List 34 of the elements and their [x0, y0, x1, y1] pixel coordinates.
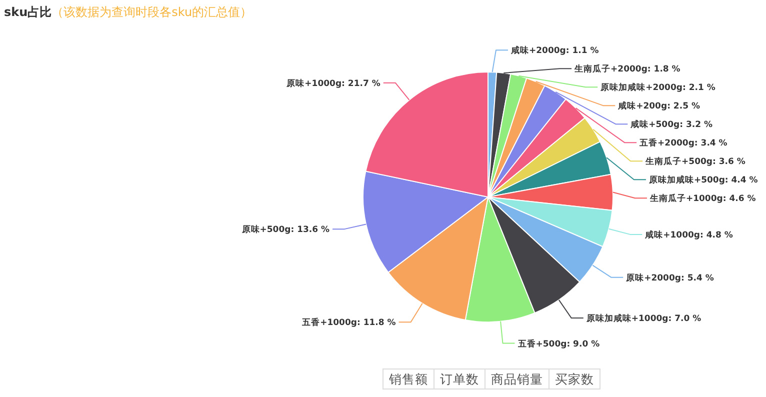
value-label: : 5.4 %	[681, 273, 714, 284]
value-label: : 2.1 %	[682, 83, 716, 94]
buttons: 销售额 订单数 商品销量 买家数	[382, 368, 600, 390]
category-label: 五香+500g	[518, 339, 567, 350]
category-label: 咸味+200g	[618, 102, 668, 112]
value-label: : 13.6 %	[290, 225, 330, 236]
category-label: 生南瓜子+500g	[646, 157, 712, 168]
value-label: : 4.4 %	[724, 176, 758, 186]
value-label: : 1.1 %	[566, 46, 599, 56]
category-label: 生南瓜子+2000g	[574, 64, 648, 75]
value-label: : 21.7 %	[342, 78, 380, 89]
category-label: 五香+1000g	[302, 318, 357, 328]
category-label: 原味+2000g	[626, 273, 681, 284]
value-label: : 7.0 %	[668, 314, 702, 324]
value-label: : 11.8 %	[356, 318, 396, 328]
category-label: 五香+2000g	[640, 138, 694, 149]
category-label: 原味+500g	[242, 225, 291, 236]
category-label: 咸味+1000g	[645, 230, 700, 240]
value-label: : 2.5 %	[667, 102, 700, 112]
title: sku占比（该数据为查询时段各sku的汇总值）	[4, 5, 252, 19]
value-label: : 9.0 %	[566, 339, 600, 350]
category-label: 原味加咸味+2000g	[600, 83, 682, 94]
value-label: : 3.2 %	[680, 120, 712, 130]
category-label: 生南瓜子+1000g	[650, 194, 723, 204]
category-label: 原味加咸味+1000g	[586, 314, 668, 324]
value-label: : 4.8 %	[700, 230, 733, 240]
value-label: : 1.8 %	[647, 64, 680, 75]
category-label: 咸味+2000g	[511, 46, 566, 56]
category-label: 咸味+500g	[630, 120, 680, 130]
category-label: 原味+1000g	[286, 78, 342, 89]
value-label: : 3.4 %	[694, 138, 728, 149]
value-label: : 4.6 %	[722, 194, 756, 204]
category-label: 原味加咸味+500g	[648, 176, 725, 186]
value-label: : 3.6 %	[712, 157, 746, 168]
